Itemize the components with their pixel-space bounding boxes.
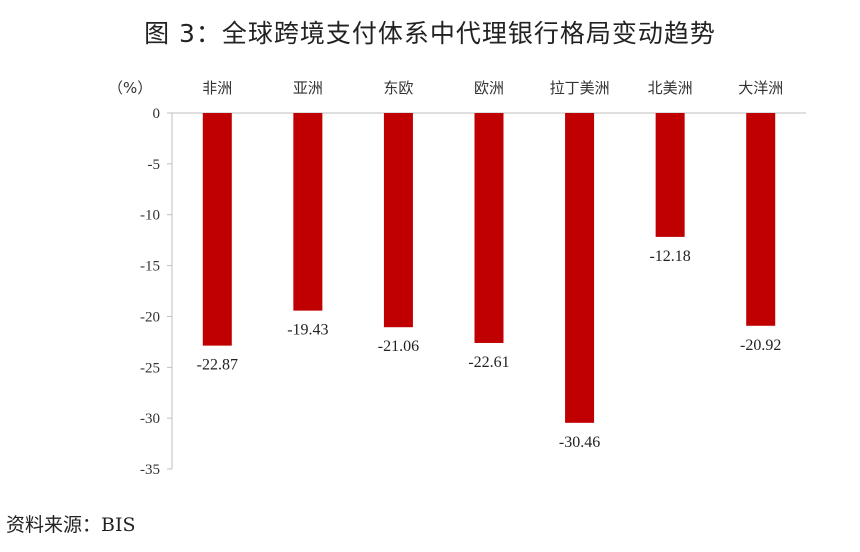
y-tick-label: -30 [140,411,160,427]
category-label: 北美洲 [648,79,693,97]
category-label: 亚洲 [293,79,323,97]
data-label: -21.06 [378,338,419,355]
y-tick-label: 0 [153,106,161,122]
bar [202,113,232,346]
bars [202,113,776,423]
y-tick-label: -35 [140,462,160,478]
source-note: 资料来源：BIS [6,514,136,536]
category-label: 非洲 [202,79,232,97]
category-label: 拉丁美洲 [550,79,610,97]
data-label: -30.46 [559,434,600,451]
bar [565,113,595,423]
data-label: -12.18 [649,248,690,265]
y-tick-label: -20 [140,309,160,325]
category-label: 欧洲 [474,79,504,97]
bar [474,113,504,343]
y-tick-label: -25 [140,360,160,376]
y-tick-label: -15 [140,259,160,275]
bar [383,113,413,328]
x-axis: 非洲 亚洲 东欧 欧洲 拉丁美洲 北美洲 大洋洲 [172,79,806,114]
y-tick-label: -5 [148,157,161,173]
data-label: -22.61 [468,354,509,371]
bar [293,113,323,311]
data-labels: -22.87 -19.43 -21.06 -22.61 -30.46 -12.18 -20.… [197,248,782,451]
data-label: -20.92 [740,337,781,354]
y-unit-label: （%） [108,79,152,97]
data-label: -22.87 [197,357,238,374]
chart-title: 图 3：全球跨境支付体系中代理银行格局变动趋势 [144,19,716,48]
data-label: -19.43 [287,322,328,339]
y-axis: 0 -5 -10 -15 -20 -25 -30 -35 （%） [108,79,173,478]
category-label: 大洋洲 [738,79,783,97]
y-tick-label: -10 [140,208,160,224]
bar [655,113,685,237]
category-label: 东欧 [383,79,413,97]
bar [746,113,776,326]
